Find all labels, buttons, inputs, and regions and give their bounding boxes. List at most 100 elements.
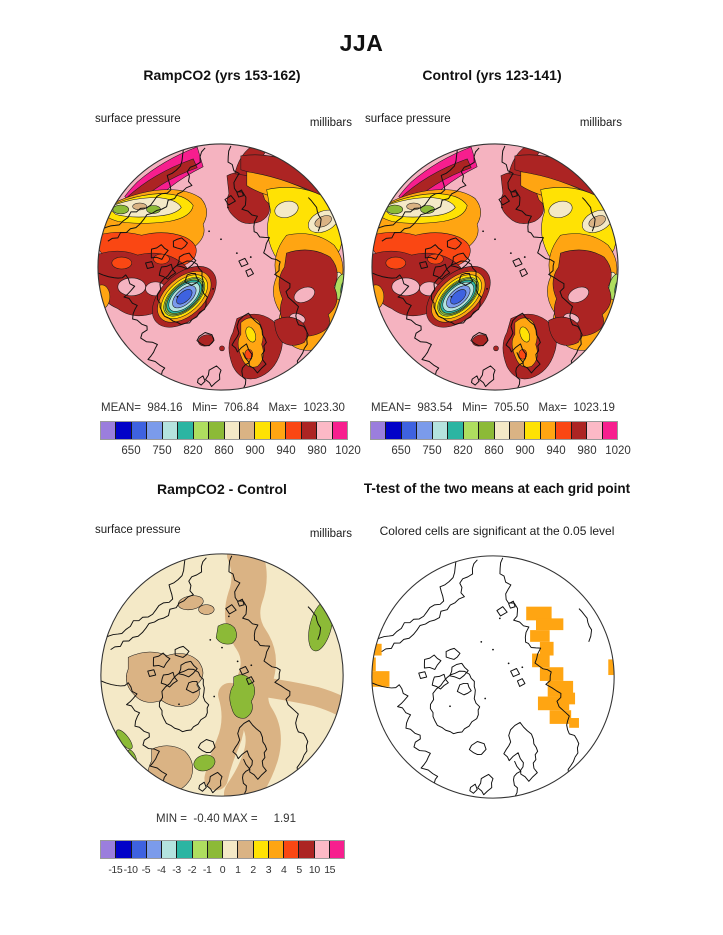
panel-title-diff: RampCO2 - Control [157,481,287,497]
map-outline [371,555,615,799]
colorbar-tick: 15 [324,864,336,876]
colorbar-cell [332,422,347,439]
colorbar-tick: -1 [202,864,212,876]
colorbar-cell [556,422,572,439]
map-outline [97,143,345,391]
stats-diff: MIN = -0.40 MAX = 1.91 [156,813,296,825]
colorbar-tick-labels: 650 750 820 860 900 940 980 1020 [100,445,360,459]
colorbar-cell [432,422,449,439]
colorbar-cell [253,841,269,858]
colorbar-tick: 650 [121,445,141,457]
colorbar-cell [255,422,271,439]
colorbar-cell [299,841,315,858]
colorbar-cell [207,841,223,858]
colorbar-tick: -10 [123,864,138,876]
colorbar-cell [286,422,302,439]
colorbar-cell [270,422,287,439]
colorbar-tick: 820 [183,445,203,457]
colorbar-cells [100,840,345,859]
units-label-ramp: millibars [309,117,352,129]
colorbar-cell [116,422,132,439]
colorbar-cell [448,422,464,439]
colorbar-tick: 860 [484,445,504,457]
colorbar-tick: 10 [308,864,320,876]
colorbar-tick: 900 [515,445,535,457]
colorbar-cells [100,421,348,440]
colorbar-tick: -15 [108,864,123,876]
colorbar-tick: 940 [276,445,296,457]
colorbar-cell [509,422,526,439]
colorbar-tick: 750 [152,445,172,457]
colorbar-cells [370,421,618,440]
colorbar-cell [314,841,330,858]
map-outline [371,143,619,391]
colorbar-cell [193,422,210,439]
colorbar-cell [177,841,193,858]
colorbar-diff: -15 -10 -5 -4 -3 -2 -1 0 1 2 3 4 5 10 15 [100,840,345,882]
colorbar-cell [162,841,178,858]
colorbar-tick: 980 [307,445,327,457]
colorbar-tick: -2 [187,864,197,876]
colorbar-tick: 900 [245,445,265,457]
colorbar-cell [494,422,510,439]
colorbar-cell [146,841,162,858]
colorbar-tick: 1020 [605,445,631,457]
colorbar-ramp: 650 750 820 860 900 940 980 1020 [100,421,361,463]
colorbar-cell [386,422,402,439]
panel-title-ttest: T-test of the two means at each grid poi… [363,481,631,496]
colorbar-cell [587,422,603,439]
colorbar-tick: 3 [265,864,272,876]
colorbar-cell [209,422,225,439]
colorbar-cell [463,422,480,439]
map-outline [100,553,344,797]
colorbar-tick: 820 [453,445,473,457]
colorbar-cell [147,422,163,439]
colorbar-tick: 1020 [335,445,361,457]
colorbar-cell [602,422,617,439]
colorbar-tick: 1 [235,864,241,876]
map-rampco2 [97,143,345,391]
colorbar-cell [371,422,387,439]
colorbar-cell [101,841,117,858]
colorbar-cell [479,422,495,439]
colorbar-cell [224,422,240,439]
stats-ramp: MEAN= 984.16 Min= 706.84 Max= 1023.30 [101,402,345,414]
field-label-control: surface pressure [365,113,451,125]
colorbar-tick: -4 [156,864,166,876]
panel-title-rampco2: RampCO2 (yrs 153-162) [143,67,301,83]
colorbar-tick: 2 [250,864,256,876]
field-label-diff: surface pressure [95,524,181,536]
panel-title-control: Control (yrs 123-141) [422,67,562,83]
colorbar-tick: 940 [546,445,566,457]
colorbar-cell [162,422,179,439]
colorbar-cell [238,841,254,858]
units-label-control: millibars [579,117,622,129]
colorbar-cell [571,422,588,439]
map-control [371,143,619,391]
colorbar-tick: 5 [296,864,302,876]
colorbar-cell [329,841,344,858]
colorbar-cell [301,422,318,439]
colorbar-tick: 980 [577,445,597,457]
colorbar-tick: 750 [422,445,442,457]
colorbar-tick-labels: -15 -10 -5 -4 -3 -2 -1 0 1 2 3 4 5 10 15 [100,864,345,878]
map-ttest [371,555,615,799]
field-label-ramp: surface pressure [95,113,181,125]
colorbar-tick: 860 [214,445,234,457]
colorbar-tick: 650 [391,445,411,457]
colorbar-cell [525,422,541,439]
colorbar-cell [192,841,208,858]
colorbar-cell [131,422,148,439]
units-label-diff: millibars [309,528,352,540]
colorbar-tick: -5 [141,864,151,876]
colorbar-cell [116,841,132,858]
colorbar-tick: 4 [281,864,287,876]
colorbar-cell [101,422,117,439]
colorbar-cell [540,422,557,439]
colorbar-tick-labels: 650 750 820 860 900 940 980 1020 [370,445,630,459]
colorbar-cell [317,422,333,439]
colorbar-cell [417,422,433,439]
figure-title: JJA [339,30,384,56]
colorbar-cell [268,841,284,858]
